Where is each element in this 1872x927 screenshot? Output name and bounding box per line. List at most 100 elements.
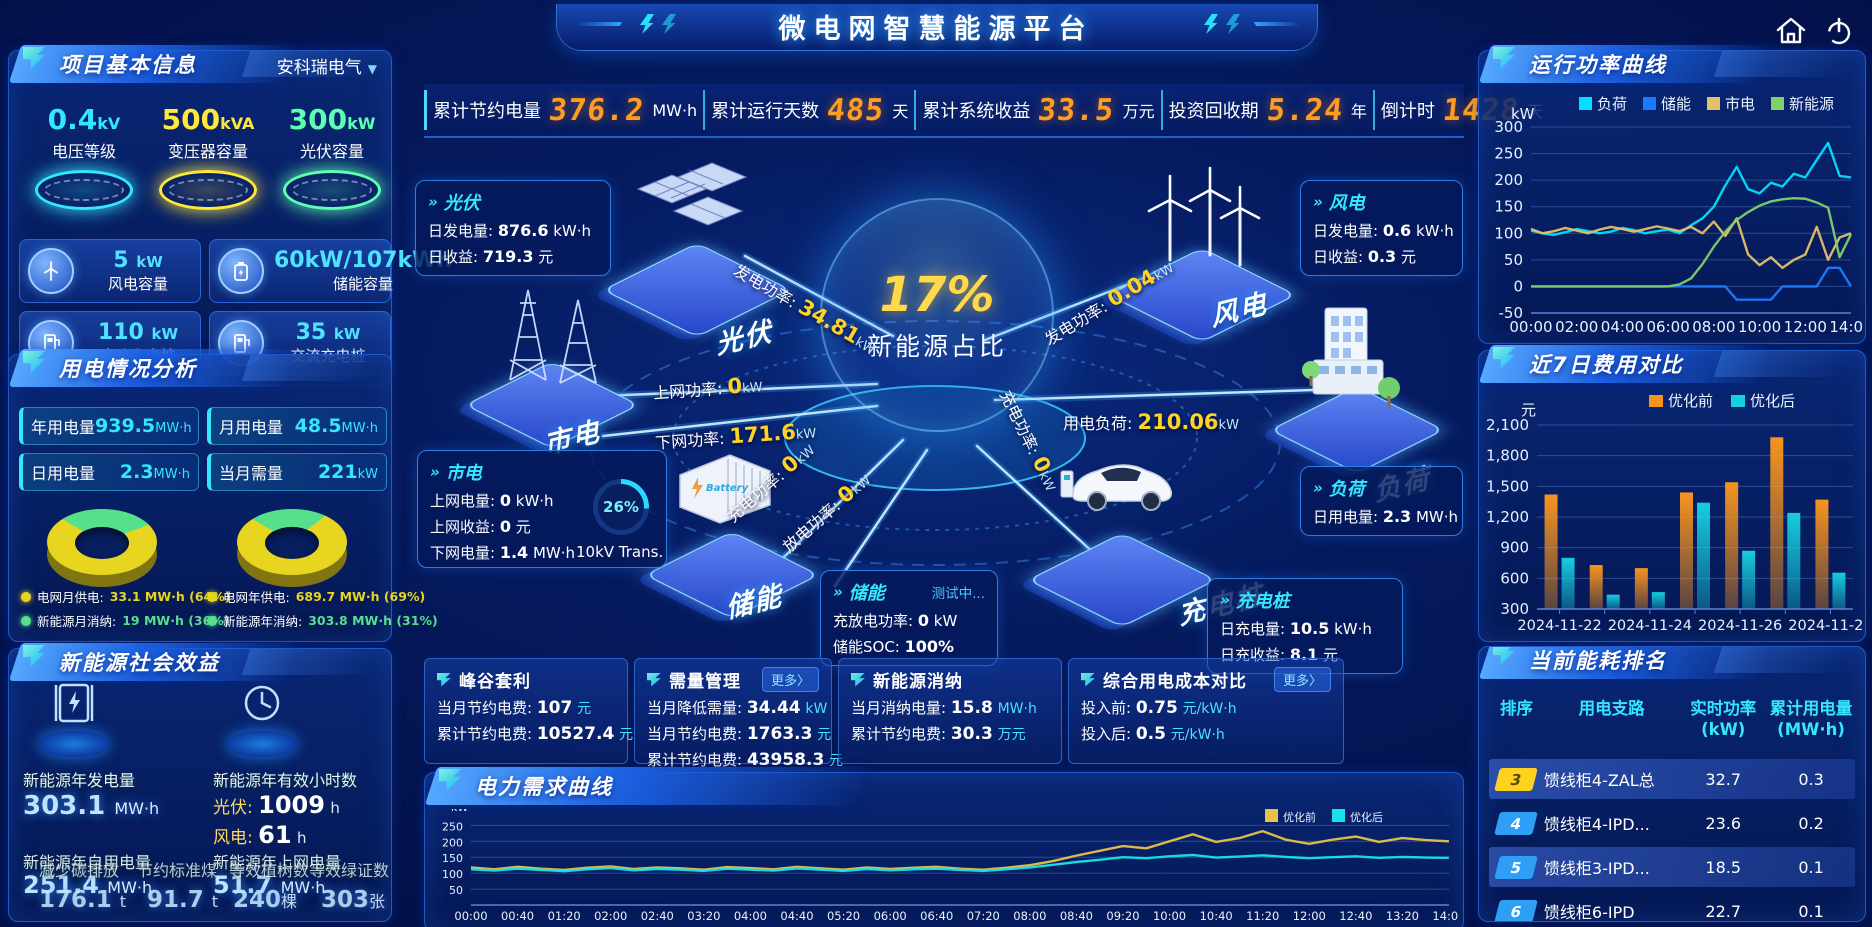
power-stat-1: 月用电量 48.5MW·h: [207, 407, 387, 445]
year-donut: [227, 501, 357, 587]
renewable-share-bubble: 17% 新能源占比: [820, 198, 1054, 432]
kpi-3: 投资回收期 5.24 年: [1160, 90, 1373, 130]
svg-text:11:20: 11:20: [1246, 909, 1279, 923]
svg-text:00:00: 00:00: [454, 909, 487, 923]
svg-text:2024-11-22: 2024-11-22: [1517, 618, 1601, 634]
card-glyph-icon: [647, 672, 661, 687]
svg-text:08:40: 08:40: [1060, 909, 1093, 923]
more-button[interactable]: 更多〉: [761, 667, 819, 692]
donut-legend-3: 新能源年消纳: 303.8 MW·h (31%): [207, 611, 438, 630]
svg-text:06:00: 06:00: [874, 909, 907, 923]
svg-text:元: 元: [1521, 401, 1536, 419]
svg-text:kW: kW: [1511, 105, 1535, 123]
kpi-bar: 累计节约电量 376.2 MW·h 累计运行天数 485 天 累计系统收益 33…: [424, 84, 1543, 138]
arrow-icon: »: [833, 583, 843, 601]
svg-text:300: 300: [1494, 118, 1523, 136]
svg-text:200: 200: [442, 836, 463, 849]
svg-text:负荷: 负荷: [1597, 95, 1627, 113]
company-selector[interactable]: 安科瑞电气 ▼: [276, 58, 377, 78]
info-box-wind: » 风电 日发电量: 0.6 kW·h 日收益: 0.3 元: [1300, 180, 1463, 276]
rank-row-5[interactable]: 5 馈线柜3-IPD... 18.5 0.1: [1489, 847, 1855, 887]
svg-text:08:00: 08:00: [1013, 909, 1046, 923]
arrow-icon: »: [430, 463, 440, 481]
clock-icon: [225, 677, 299, 757]
panel-run-power-curve: 运行功率曲线 -50 0 50 100 150 200 250 300 00:00 02:00 04…: [1478, 45, 1872, 344]
svg-text:10:00: 10:00: [1153, 909, 1186, 923]
donut-legend-0: 电网月供电: 33.1 MW·h (64%): [21, 587, 230, 606]
svg-text:优化前: 优化前: [1668, 392, 1713, 410]
svg-text:00:00: 00:00: [1509, 318, 1552, 336]
battery-icon: [218, 248, 264, 294]
svg-text:06:00: 06:00: [1647, 318, 1690, 336]
svg-text:00:40: 00:40: [501, 909, 534, 923]
svg-text:08:00: 08:00: [1692, 318, 1735, 336]
rank-row-6[interactable]: 6 馈线柜6-IPD 22.7 0.1: [1489, 891, 1855, 921]
run-power-chart: -50 0 50 100 150 200 250 300 00:00 02:00 04:00 06:0…: [1479, 91, 1872, 343]
power-icon[interactable]: [1820, 12, 1858, 50]
info-box-storage: » 储能 测试中... 充放电功率: 0 kW 储能SOC: 100%: [820, 570, 998, 666]
svg-text:10:00: 10:00: [1738, 318, 1781, 336]
donut-legend-2: 电网年供电: 689.7 MW·h (69%): [207, 587, 425, 606]
power-tower-icon: [490, 275, 620, 389]
rank-badge: 3: [1494, 767, 1539, 791]
more-button[interactable]: 更多〉: [1273, 667, 1331, 692]
pedestal-glow: [35, 170, 133, 210]
svg-text:0: 0: [1513, 277, 1523, 295]
legend-dot-icon: [207, 615, 217, 626]
svg-text:50: 50: [1504, 251, 1523, 269]
svg-text:10:40: 10:40: [1200, 909, 1233, 923]
flow-label-4: 用电负荷: 210.06kW: [1063, 410, 1239, 434]
svg-text:04:00: 04:00: [734, 909, 767, 923]
svg-text:2024-11-24: 2024-11-24: [1608, 618, 1692, 634]
battery-container-icon: Battery: [670, 445, 780, 529]
pedestal-glow: [283, 170, 381, 210]
svg-text:100: 100: [1494, 224, 1523, 242]
svg-text:04:00: 04:00: [1601, 318, 1644, 336]
solar-panel-icon: [630, 155, 750, 249]
card-glyph-icon: [437, 672, 451, 687]
rank-table-header: 排序 用电支路 实时功率 (kW) 累计用电量 (MW·h): [1499, 699, 1853, 739]
panel-power-analysis: 用电情况分析 年用电量 939.5MW·h 月用电量 48.5MW·h 日用电量…: [8, 349, 438, 642]
svg-text:07:20: 07:20: [967, 909, 1000, 923]
ev-car-icon: [1055, 445, 1185, 519]
svg-text:优化后: 优化后: [1350, 810, 1383, 824]
svg-text:04:40: 04:40: [780, 909, 813, 923]
svg-text:12:00: 12:00: [1784, 318, 1827, 336]
svg-text:200: 200: [1494, 171, 1523, 189]
panel-demand-curve: 电力需求曲线 50 100 150 200 250 00:00 00:40 01:20 02:0…: [424, 767, 1466, 927]
svg-text:50: 50: [449, 884, 463, 897]
svg-text:12:00: 12:00: [1293, 909, 1326, 923]
panel-title: 电力需求曲线: [475, 775, 613, 799]
svg-text:02:40: 02:40: [641, 909, 674, 923]
svg-text:-50: -50: [1499, 304, 1524, 322]
kpi-0: 累计节约电量 376.2 MW·h: [424, 90, 703, 130]
svg-text:03:20: 03:20: [687, 909, 720, 923]
renewable-share-value: 17%: [879, 267, 995, 323]
rank-row-4[interactable]: 4 馈线柜4-IPD... 23.6 0.2: [1489, 803, 1855, 843]
legend-dot-icon: [21, 591, 31, 602]
donut-legend-1: 新能源月消纳: 19 MW·h (36%): [21, 611, 230, 630]
svg-text:新能源: 新能源: [1789, 95, 1834, 113]
main-title-band: [556, 4, 1318, 51]
transformer-load-gauge: 26%: [593, 479, 649, 535]
panel-cost-compare: 近7日费用对比 300 600 900 1,200 1,500 1,800 2,100 202…: [1478, 345, 1872, 642]
svg-text:100: 100: [442, 868, 463, 881]
panel-title: 新能源社会效益: [59, 651, 220, 675]
info-box-grid: » 市电 上网电量: 0 kW·h 上网收益: 0 元下网电量: 1.4 MW·h 26…: [417, 450, 667, 568]
power-stat-3: 当月需量 221kW: [207, 453, 387, 491]
arrow-icon: »: [428, 193, 438, 211]
panel-social-benefits: 新能源社会效益 新能源年发电量 303.1 MW·h 新能源年有效小时数 光伏:…: [8, 643, 392, 922]
renewable-share-label: 新能源占比: [866, 332, 1007, 361]
arrow-icon: »: [1313, 479, 1323, 497]
pedestal-1: 500kVA 变压器容量: [147, 103, 269, 210]
svg-text:储能: 储能: [1661, 95, 1691, 113]
svg-text:1,500: 1,500: [1486, 477, 1529, 495]
svg-text:13:20: 13:20: [1386, 909, 1419, 923]
chevron-down-icon: ▼: [367, 62, 377, 76]
power-stat-0: 年用电量 939.5MW·h: [19, 407, 199, 445]
rank-row-3[interactable]: 3 馈线柜4-ZAL总 32.7 0.3: [1489, 759, 1855, 799]
svg-text:02:00: 02:00: [1555, 318, 1598, 336]
home-icon[interactable]: [1772, 12, 1810, 50]
page-title: 微电网智慧能源平台: [778, 14, 1094, 45]
